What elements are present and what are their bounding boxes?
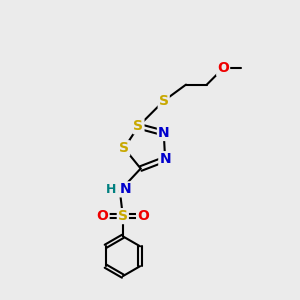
Text: N: N: [159, 152, 171, 166]
Text: S: S: [134, 119, 143, 133]
Text: H: H: [106, 183, 116, 196]
Text: S: S: [119, 141, 129, 155]
Text: S: S: [159, 94, 169, 108]
Text: O: O: [137, 209, 149, 223]
Text: O: O: [217, 61, 229, 75]
Text: N: N: [158, 126, 170, 140]
Text: O: O: [97, 209, 109, 223]
Text: S: S: [118, 209, 128, 223]
Text: N: N: [119, 182, 131, 197]
